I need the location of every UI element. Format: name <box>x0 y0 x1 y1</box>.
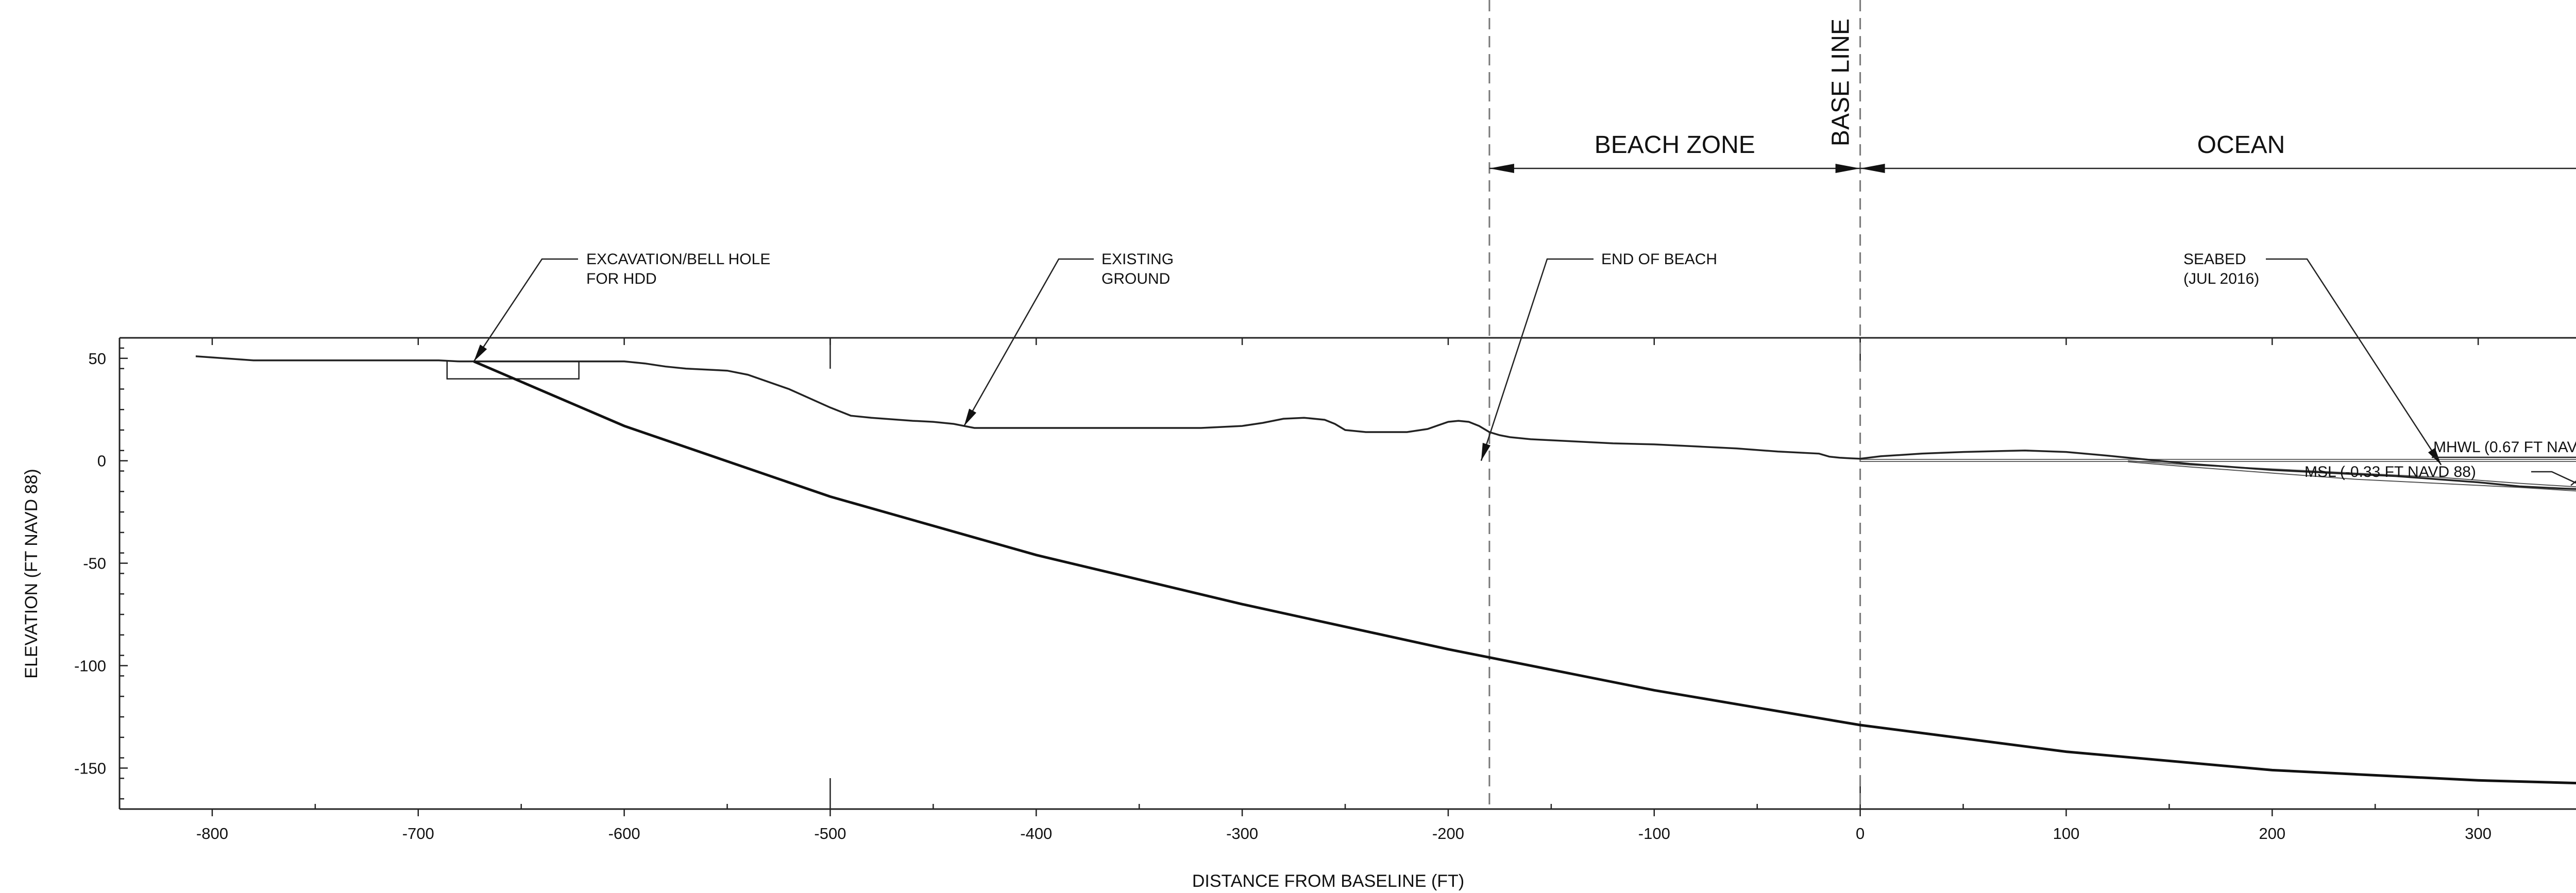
x-tick-label: 200 <box>2259 825 2285 843</box>
existing-ground-label-line1: EXISTING <box>1101 251 1174 268</box>
y-tick-label: 0 <box>97 452 106 470</box>
existing-ground-leader <box>963 258 1094 426</box>
end-of-beach-leader <box>1480 258 1594 461</box>
beach-zone-dimension: BEACH ZONE <box>1489 131 1860 173</box>
y-tick-label: 50 <box>89 350 106 368</box>
msl-leader <box>2531 471 2576 484</box>
excavation-callout: EXCAVATION/BELL HOLE FOR HDD <box>473 251 770 362</box>
end-of-beach-callout: END OF BEACH <box>1480 251 1717 461</box>
seabed-leader <box>2266 258 2442 466</box>
excavation-label-line1: EXCAVATION/BELL HOLE <box>586 251 770 268</box>
x-tick-label: -600 <box>608 825 640 843</box>
seabed-survey-line-lower <box>2128 461 2576 492</box>
y-axis-title: ELEVATION (FT NAVD 88) <box>22 469 41 678</box>
excavation-label-line2: FOR HDD <box>586 270 657 287</box>
x-axis-tick-labels: -800 -700 -600 -500 -400 -300 -200 -100 0 100 200 3… <box>196 825 2492 843</box>
x-axis-ticks <box>211 338 2479 816</box>
existing-ground-arrowhead <box>964 408 977 426</box>
end-of-beach-arrowhead <box>1481 442 1491 461</box>
seabed-arrowhead <box>2428 448 2442 465</box>
seabed-label-line2: (JUL 2016) <box>2183 270 2259 287</box>
hdd-bore-path <box>473 360 2576 785</box>
mhwl-leader <box>2432 456 2576 486</box>
x-tick-label: 100 <box>2053 825 2080 843</box>
existing-ground-callout: EXISTING GROUND <box>963 251 1174 426</box>
beach-zone-arrow-left <box>1489 164 1514 173</box>
beach-zone-arrow-right <box>1835 164 1860 173</box>
x-tick-label: 0 <box>1856 825 1865 843</box>
x-tick-label: -400 <box>1020 825 1052 843</box>
seabed-callout: SEABED (JUL 2016) <box>2183 251 2442 466</box>
mhwl-label: MHWL (0.67 FT NAVD 88) <box>2433 439 2576 456</box>
ocean-arrow-left <box>1860 164 1885 173</box>
seabed-label-line1: SEABED <box>2183 251 2246 268</box>
beach-zone-label: BEACH ZONE <box>1595 131 1755 159</box>
y-axis-tick-labels: 50 0 -50 -100 -150 <box>74 350 106 778</box>
y-tick-label: -50 <box>83 555 106 573</box>
base-line-label: BASE LINE <box>1827 19 1855 146</box>
mhwl-callout: MHWL (0.67 FT NAVD 88) <box>2432 439 2576 486</box>
existing-ground-label-line2: GROUND <box>1101 270 1170 287</box>
y-tick-label: -150 <box>74 759 106 777</box>
x-tick-label: -200 <box>1432 825 1464 843</box>
msl-callout: MSL (-0.33 FT NAVD 88) <box>2304 463 2576 484</box>
y-tick-label: -100 <box>74 657 106 675</box>
bell-hole-outline <box>446 361 580 380</box>
ocean-dimension: OCEAN <box>1860 131 2576 173</box>
y-axis-ticks <box>120 347 128 800</box>
excavation-arrowhead <box>473 345 487 362</box>
x-tick-label: -300 <box>1226 825 1258 843</box>
x-tick-label: -800 <box>196 825 228 843</box>
x-tick-label: 300 <box>2465 825 2492 843</box>
existing-ground-profile <box>195 355 2576 490</box>
msl-label: MSL (-0.33 FT NAVD 88) <box>2304 463 2476 480</box>
x-tick-label: -700 <box>402 825 434 843</box>
x-axis-title: DISTANCE FROM BASELINE (FT) <box>1192 871 1464 891</box>
ocean-label: OCEAN <box>2197 131 2285 159</box>
x-tick-label: -100 <box>1638 825 1670 843</box>
x-tick-label: -500 <box>814 825 846 843</box>
end-of-beach-label: END OF BEACH <box>1601 251 1717 268</box>
excavation-leader <box>473 258 578 362</box>
